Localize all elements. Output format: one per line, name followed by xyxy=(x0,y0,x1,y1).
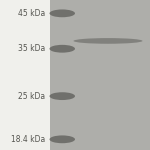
Ellipse shape xyxy=(50,9,75,17)
Ellipse shape xyxy=(50,135,75,143)
Text: 45 kDa: 45 kDa xyxy=(18,9,45,18)
Text: 25 kDa: 25 kDa xyxy=(18,92,45,101)
Bar xyxy=(50,0,150,150)
Ellipse shape xyxy=(50,92,75,100)
Text: 35 kDa: 35 kDa xyxy=(18,44,45,53)
Text: 18.4 kDa: 18.4 kDa xyxy=(11,135,45,144)
Ellipse shape xyxy=(50,45,75,53)
Ellipse shape xyxy=(74,38,142,44)
